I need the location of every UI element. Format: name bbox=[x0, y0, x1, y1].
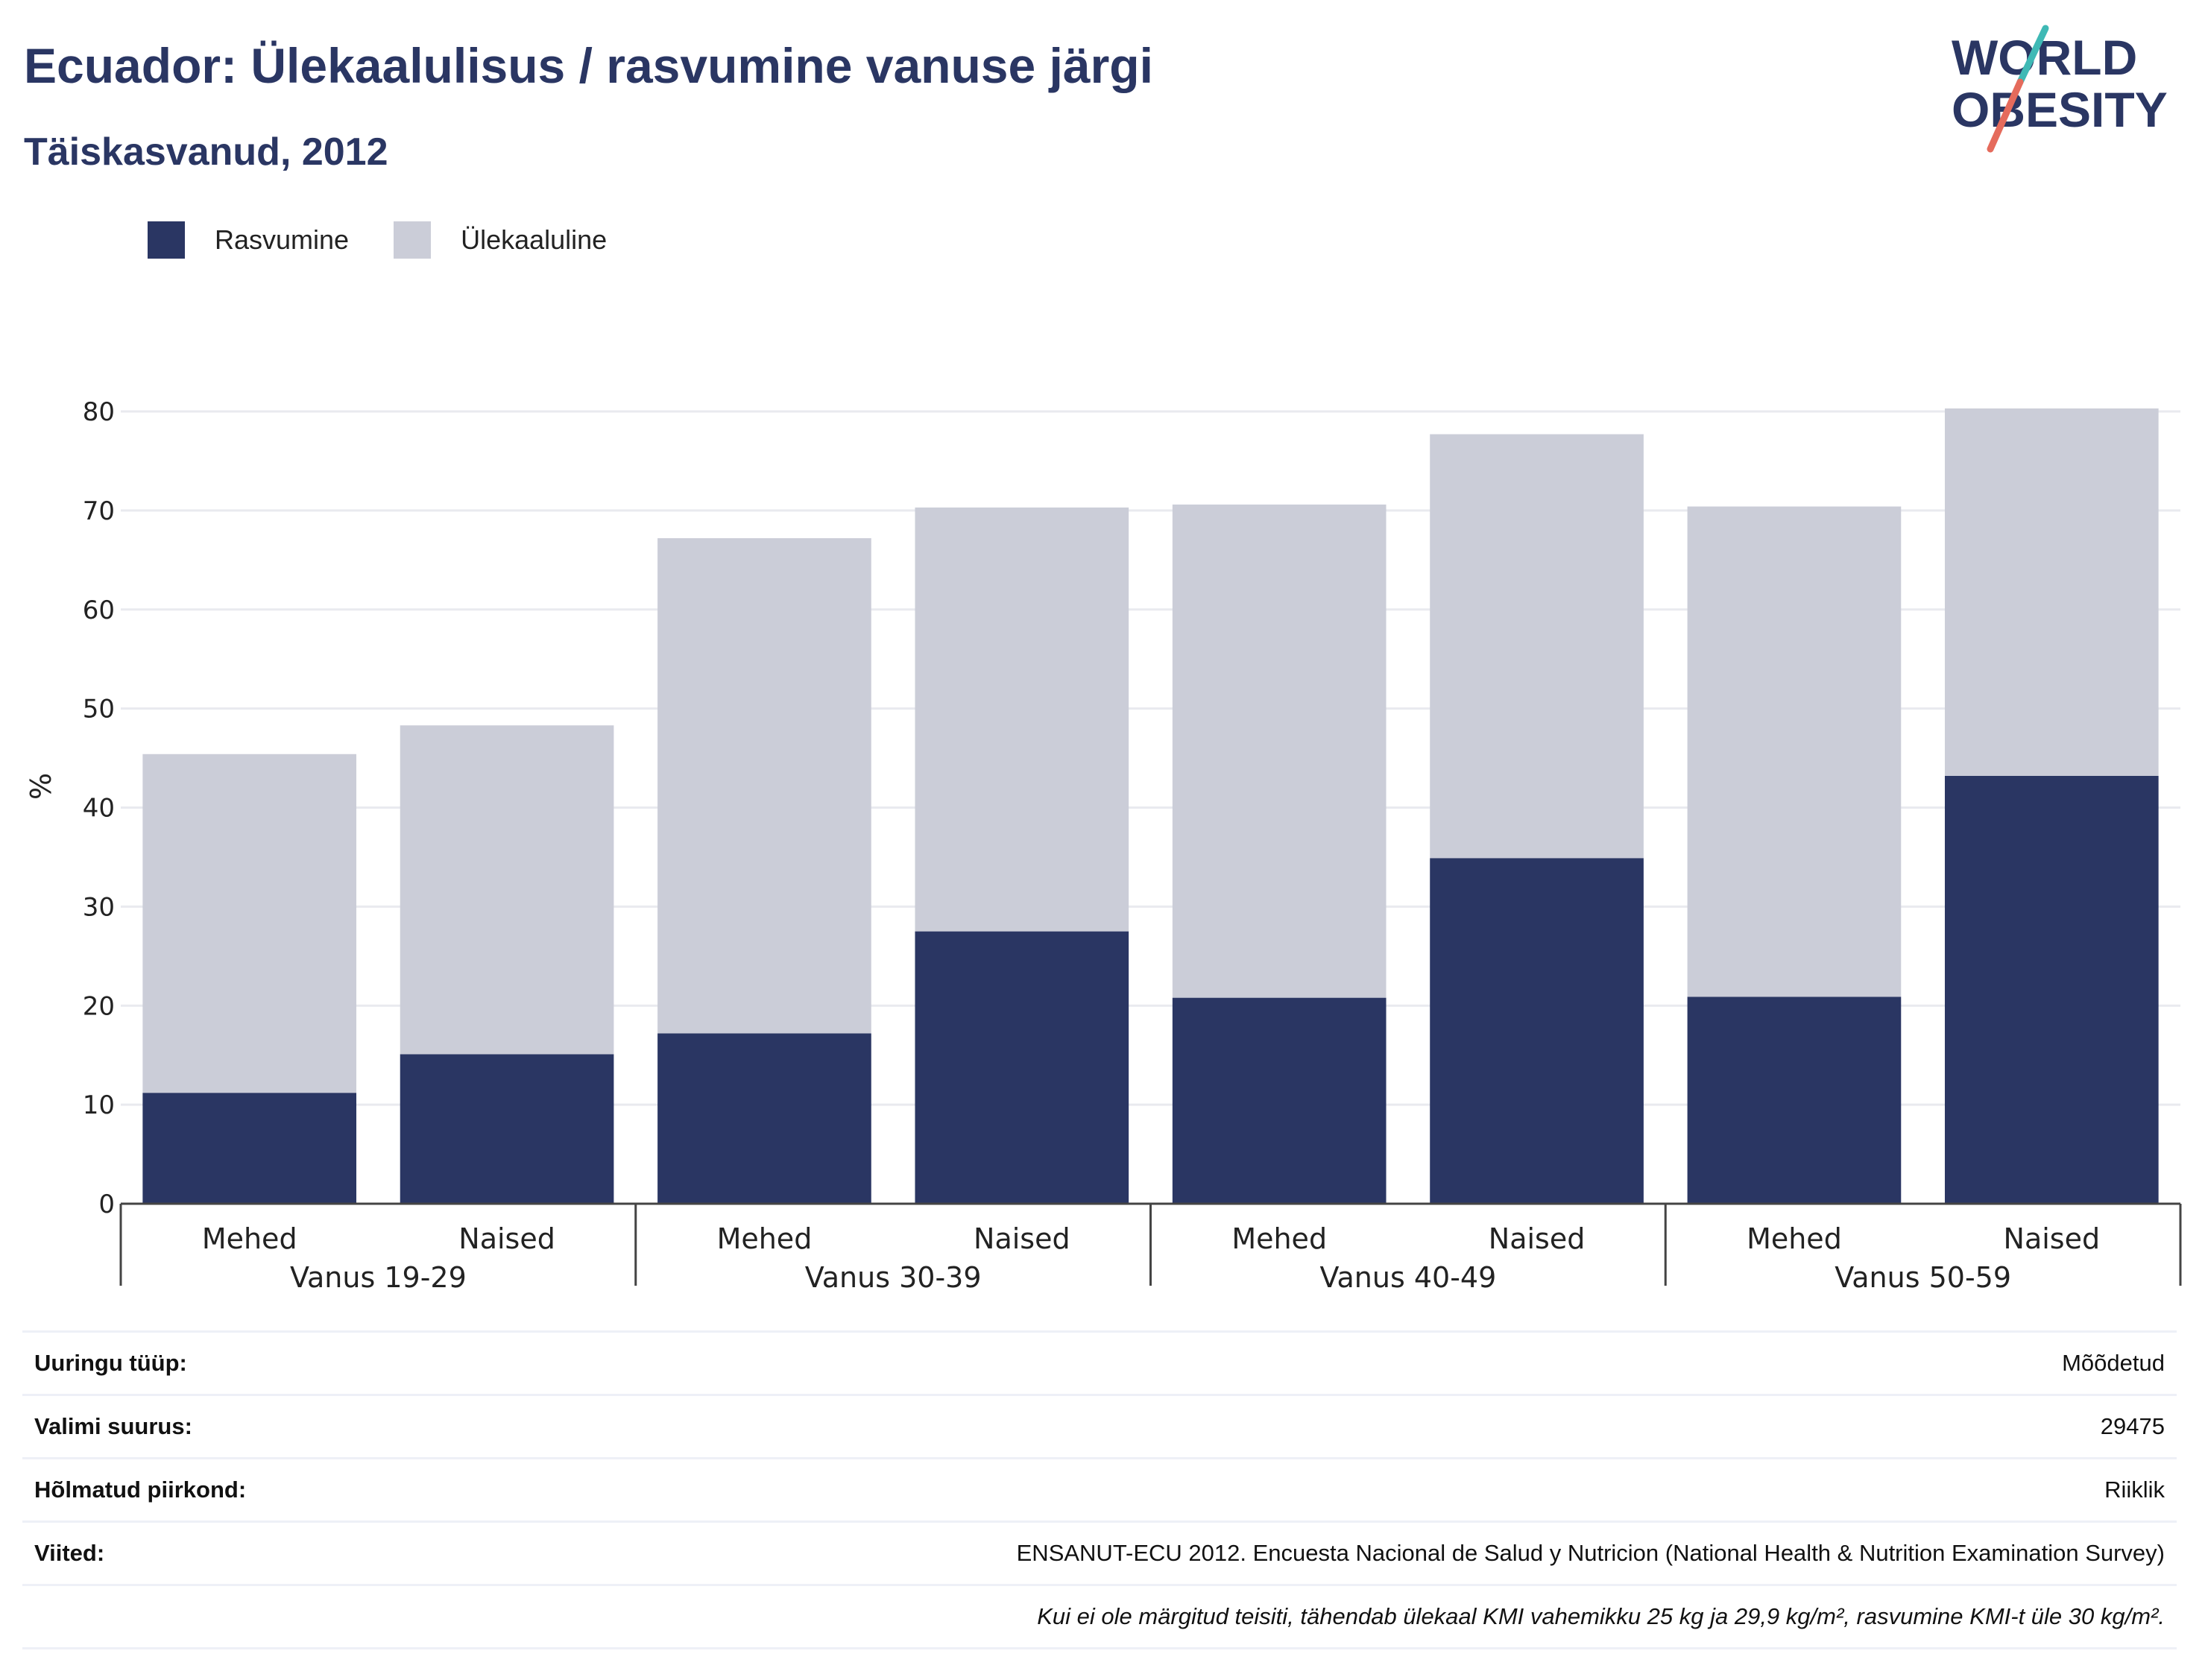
info-label: Uuringu tüüp: bbox=[34, 1350, 187, 1376]
x-category-label: Mehed bbox=[1231, 1222, 1327, 1255]
chart-title: Ecuador: Ülekaalulisus / rasvumine vanus… bbox=[24, 38, 1153, 93]
y-tick-label: 10 bbox=[83, 1090, 115, 1120]
x-category-label: Naised bbox=[1489, 1222, 1586, 1255]
x-category-label: Naised bbox=[458, 1222, 555, 1255]
x-category-label: Naised bbox=[974, 1222, 1070, 1255]
x-category-label: Mehed bbox=[717, 1222, 813, 1255]
y-tick-label: 70 bbox=[83, 496, 115, 526]
bar-overweight bbox=[400, 725, 614, 1055]
bar-obesity bbox=[1944, 775, 2159, 1204]
legend-swatch-obesity bbox=[148, 221, 185, 259]
bar-obesity bbox=[657, 1033, 871, 1204]
bar-overweight bbox=[1944, 408, 2159, 776]
legend-swatch-overweight bbox=[394, 221, 432, 259]
bar-obesity bbox=[400, 1054, 614, 1204]
x-group-label: Vanus 50-59 bbox=[1835, 1261, 2011, 1294]
world-obesity-logo: WORLD OBESITY bbox=[1952, 25, 2168, 153]
y-tick-label: 60 bbox=[83, 596, 115, 625]
y-tick-label: 80 bbox=[83, 397, 115, 427]
y-tick-label: 50 bbox=[83, 695, 115, 724]
info-row-sample-size: Valimi suurus: 29475 bbox=[22, 1394, 2177, 1457]
info-value: 29475 bbox=[2100, 1413, 2165, 1439]
legend-label-obesity: Rasvumine bbox=[215, 224, 350, 255]
chart-subtitle: Täiskasvanud, 2012 bbox=[24, 130, 388, 174]
bar-overweight bbox=[1172, 504, 1387, 998]
y-tick-label: 30 bbox=[83, 892, 115, 922]
y-tick-label: 40 bbox=[83, 794, 115, 824]
x-category-label: Naised bbox=[2004, 1222, 2101, 1255]
logo-slash-top bbox=[2016, 25, 2049, 86]
bar-overweight bbox=[142, 754, 357, 1093]
bar-obesity bbox=[1430, 858, 1644, 1204]
bar-obesity bbox=[915, 931, 1129, 1204]
x-category-label: Mehed bbox=[1747, 1222, 1842, 1255]
info-row-references: Viited: ENSANUT-ECU 2012. Encuesta Nacio… bbox=[22, 1520, 2177, 1584]
x-group-label: Vanus 19-29 bbox=[290, 1261, 467, 1294]
info-label: Viited: bbox=[34, 1540, 105, 1566]
x-category-label: Mehed bbox=[202, 1222, 297, 1255]
info-value: Riiklik bbox=[2104, 1477, 2165, 1503]
info-label: Valimi suurus: bbox=[34, 1413, 192, 1439]
y-axis-title: % bbox=[25, 773, 57, 800]
definition-note: Kui ei ole märgitud teisiti, tähendab ül… bbox=[1037, 1603, 2165, 1629]
bar-overweight bbox=[1430, 434, 1644, 859]
y-tick-label: 0 bbox=[98, 1190, 115, 1219]
info-table: Uuringu tüüp: Mõõdetud Valimi suurus: 29… bbox=[22, 1330, 2177, 1649]
bar-overweight bbox=[915, 507, 1129, 932]
logo-line1: WORLD bbox=[1952, 30, 2137, 85]
info-label: Hõlmatud piirkond: bbox=[34, 1477, 247, 1503]
legend-label-overweight: Ülekaaluline bbox=[461, 224, 608, 255]
bar-obesity bbox=[1172, 997, 1387, 1204]
y-tick-label: 20 bbox=[83, 991, 115, 1021]
bars bbox=[142, 408, 2159, 1204]
legend: Rasvumine Ülekaaluline bbox=[148, 221, 652, 259]
bar-obesity bbox=[142, 1093, 357, 1204]
x-group-label: Vanus 40-49 bbox=[1319, 1261, 1496, 1294]
logo-slash-bottom bbox=[1987, 78, 2024, 153]
info-value: ENSANUT-ECU 2012. Encuesta Nacional de S… bbox=[1016, 1540, 2165, 1566]
x-group-label: Vanus 30-39 bbox=[805, 1261, 982, 1294]
bar-overweight bbox=[1687, 506, 1902, 997]
info-value: Mõõdetud bbox=[2062, 1350, 2165, 1376]
bar-obesity bbox=[1687, 997, 1902, 1204]
info-row-coverage: Hõlmatud piirkond: Riiklik bbox=[22, 1457, 2177, 1520]
logo-line2: OBESITY bbox=[1952, 82, 2168, 137]
bar-overweight bbox=[657, 538, 871, 1034]
axes: 0 10 20 30 40 50 60 70 80 Mehed Naised Mehed Naised M… bbox=[83, 397, 2182, 1294]
info-row-note: Kui ei ole märgitud teisiti, tähendab ül… bbox=[22, 1584, 2177, 1649]
info-row-survey-type: Uuringu tüüp: Mõõdetud bbox=[22, 1330, 2177, 1394]
stacked-bar-chart: 0 10 20 30 40 50 60 70 80 Mehed Naised Mehed Naised M… bbox=[25, 397, 2182, 1294]
